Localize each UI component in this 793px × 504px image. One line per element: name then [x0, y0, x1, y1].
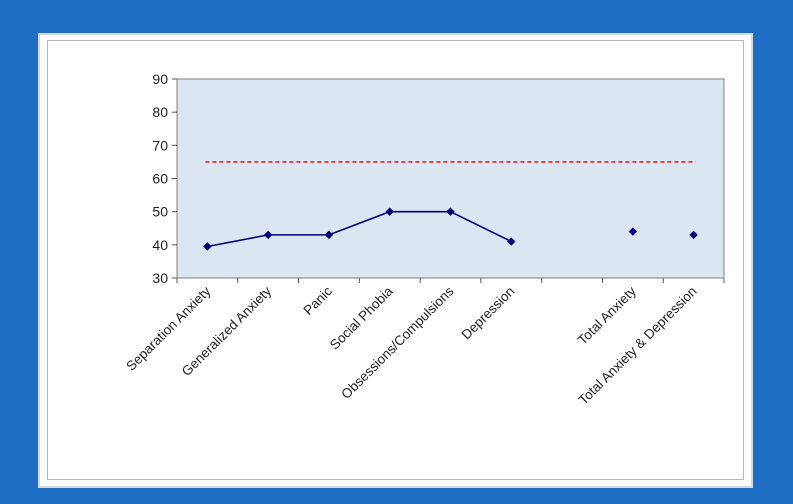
y-tick-label: 80: [152, 104, 168, 120]
x-tick-label: Total Anxiety: [575, 283, 639, 347]
x-tick-label: Obsessions/Compulsions: [338, 283, 456, 401]
y-tick-label: 40: [152, 237, 168, 253]
y-tick-label: 60: [152, 171, 168, 187]
data-point: [203, 242, 212, 251]
y-tick-label: 50: [152, 204, 168, 220]
x-tick-label: Depression: [458, 284, 517, 343]
x-tick-label: Social Phobia: [327, 283, 396, 352]
y-tick-label: 30: [152, 270, 168, 286]
chart-border: [47, 40, 744, 480]
y-tick-label: 70: [152, 137, 168, 153]
series-line: [207, 210, 512, 248]
data-point: [385, 207, 394, 216]
plot-area: [176, 78, 725, 279]
data-point: [628, 227, 638, 236]
data-point: [689, 230, 698, 240]
data-point: [324, 230, 334, 240]
series-group: [203, 207, 698, 251]
data-point: [263, 230, 273, 240]
y-axis: 30 40 50 60 70 80 90: [152, 71, 177, 286]
x-tick-label: Total Anxiety & Depression: [576, 284, 700, 408]
y-tick-label: 90: [152, 71, 168, 87]
data-point: [446, 207, 455, 216]
x-tick-label: Panic: [301, 283, 336, 318]
data-point: [507, 237, 516, 246]
